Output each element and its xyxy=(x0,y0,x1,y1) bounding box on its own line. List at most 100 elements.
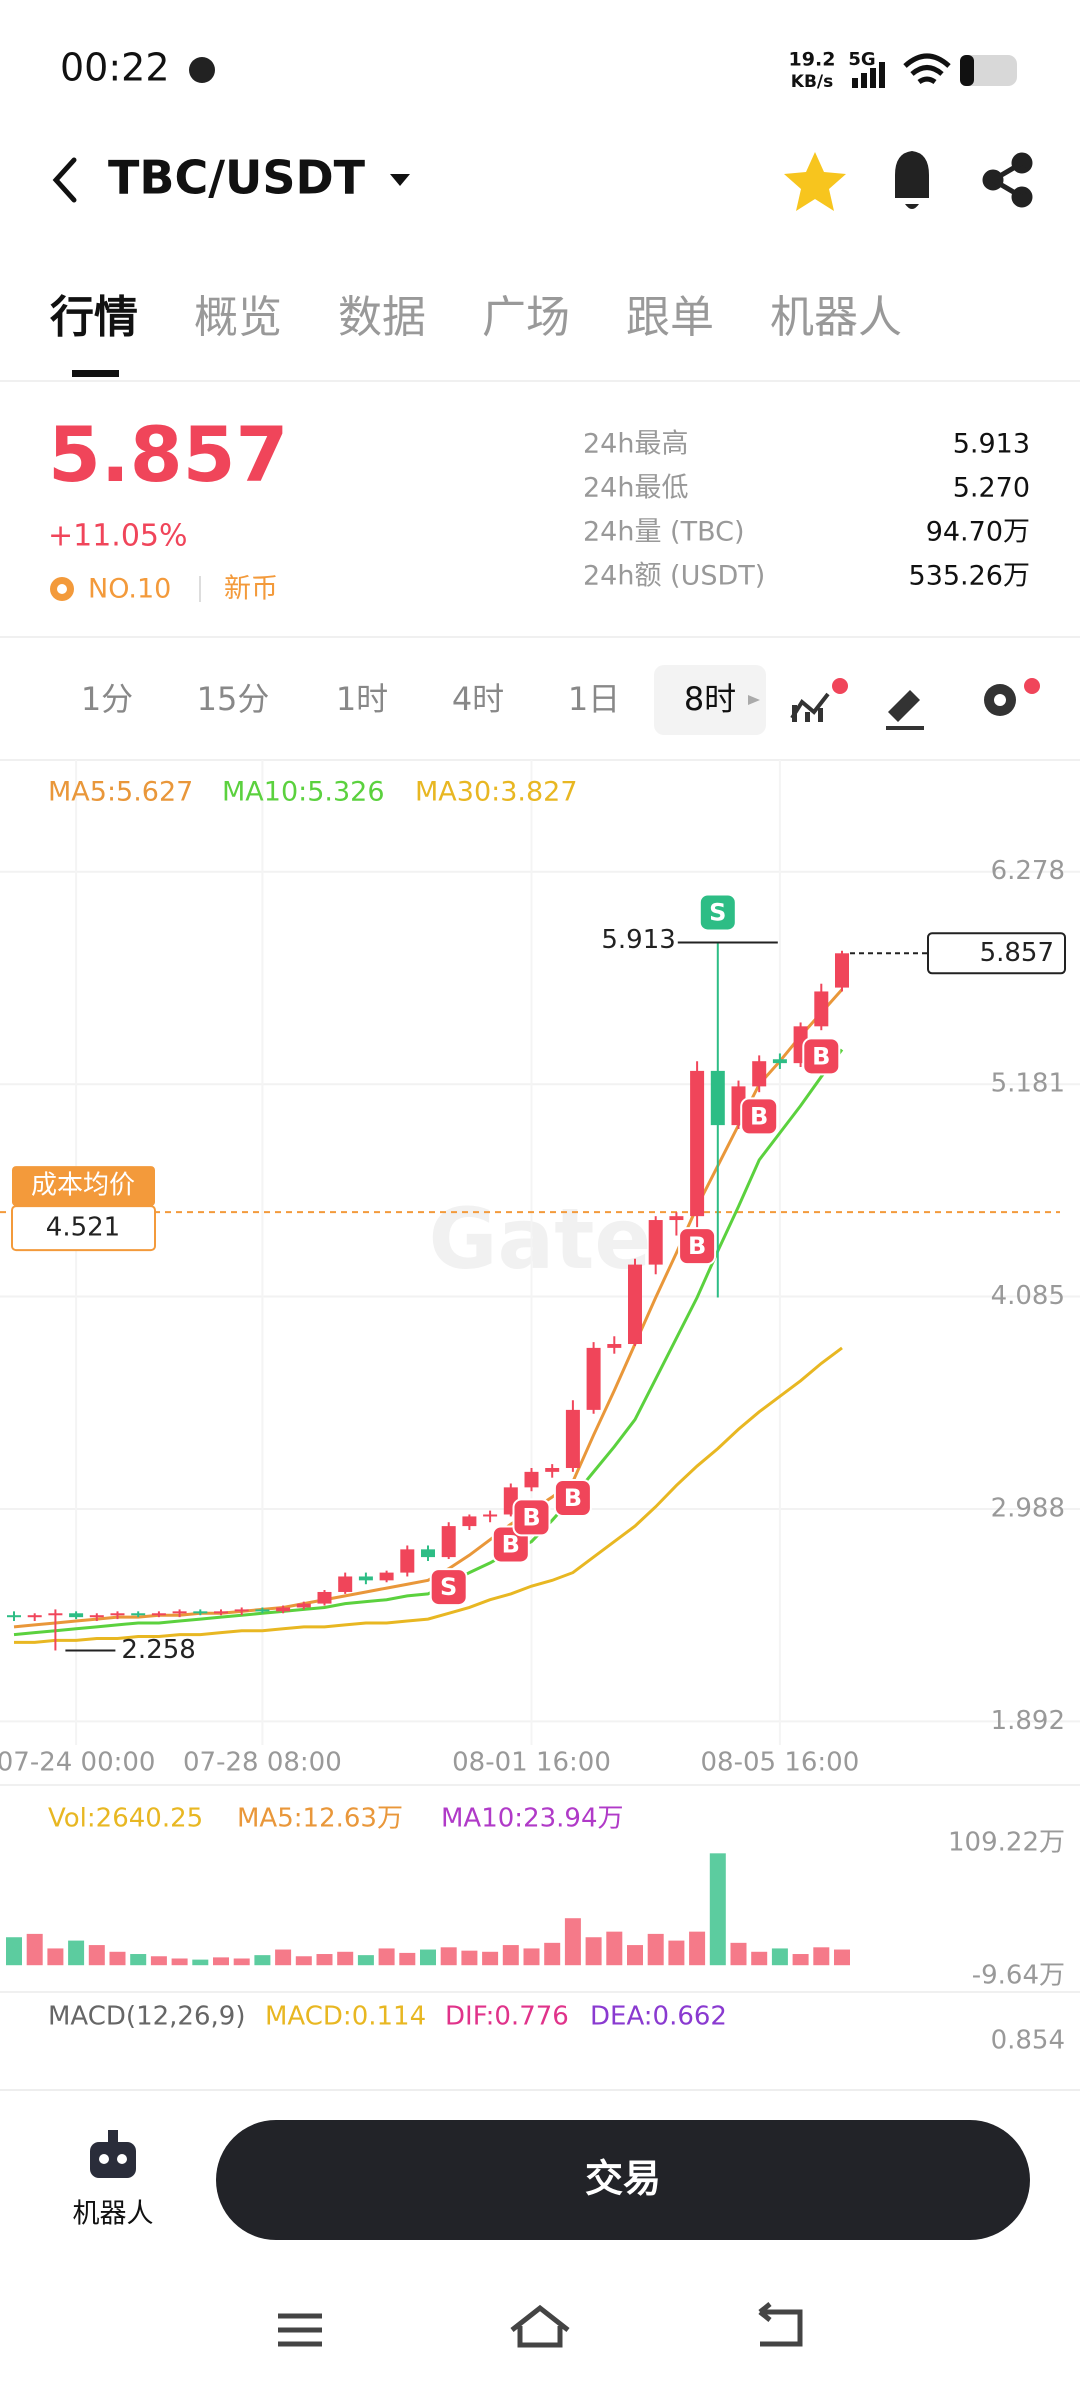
interval[interactable]: 8时 xyxy=(684,680,736,718)
interval[interactable]: 4时 xyxy=(452,680,504,718)
candle-body xyxy=(193,1611,208,1614)
y-tick-label: 2.988 xyxy=(991,1494,1065,1524)
interval[interactable]: 1日 xyxy=(568,680,620,718)
volume-bar xyxy=(544,1942,561,1966)
high-label: 5.913 xyxy=(601,925,675,955)
volume-chart: Vol:2640.25 MA5:12.63万 MA10:23.94万 109.22万 -… xyxy=(6,1804,1065,1991)
pair-dropdown[interactable] xyxy=(390,174,410,186)
volume-bar xyxy=(709,1853,726,1966)
battery xyxy=(960,55,1017,86)
macd-value: MACD:0.114 xyxy=(265,2002,426,2032)
interval-more[interactable] xyxy=(748,695,760,705)
robot-icon[interactable] xyxy=(90,2130,136,2178)
tab[interactable]: 概览 xyxy=(194,292,282,343)
volume-bar xyxy=(130,1954,147,1966)
volume-bar xyxy=(813,1947,830,1966)
qq-icon xyxy=(189,57,215,83)
wifi-icon xyxy=(903,53,951,85)
stat-label: 24h额 (USDT) xyxy=(583,561,765,592)
interval[interactable]: 1分 xyxy=(81,680,133,718)
avg-cost-tag xyxy=(12,1166,155,1207)
last-price-label: 5.857 xyxy=(980,938,1054,968)
trade-marker xyxy=(740,1097,779,1136)
trade-marker-label: B xyxy=(688,1232,706,1260)
macd-tick: 0.854 xyxy=(991,2026,1065,2056)
ma-line xyxy=(13,1048,844,1637)
candle-body xyxy=(752,1061,767,1087)
x-tick-label: 08-05 16:00 xyxy=(701,1748,860,1778)
candle-body xyxy=(835,953,849,988)
avg-cost-label: 成本均价 xyxy=(31,1171,135,1201)
interval[interactable]: 15分 xyxy=(197,680,270,718)
trade-marker xyxy=(429,1568,468,1607)
candle-body xyxy=(338,1576,353,1592)
share-button[interactable] xyxy=(982,152,1033,208)
volume-bar xyxy=(6,1937,22,1966)
status-time: 00:22 xyxy=(60,46,170,90)
volume-bar xyxy=(233,1958,250,1966)
trade-marker xyxy=(698,893,737,932)
price-change: +11.05% xyxy=(48,519,188,554)
volume-bar xyxy=(647,1933,664,1966)
candle-body xyxy=(607,1344,622,1348)
volume-bar xyxy=(88,1945,105,1966)
volume-bar xyxy=(337,1951,354,1966)
settings-button[interactable] xyxy=(984,678,1040,716)
trade-button[interactable] xyxy=(216,2120,1030,2240)
volume-bar xyxy=(192,1959,209,1966)
nav-menu[interactable] xyxy=(278,2313,322,2347)
volume-bar xyxy=(420,1949,436,1966)
trade-marker-label: B xyxy=(750,1102,768,1130)
indicator-button[interactable] xyxy=(790,678,848,722)
tab[interactable]: 广场 xyxy=(482,292,570,343)
stat-value: 5.270 xyxy=(953,473,1030,504)
rank: NO.10 xyxy=(88,574,171,605)
candle-body xyxy=(172,1611,187,1614)
ma-line xyxy=(14,1346,843,1644)
volume-bar xyxy=(792,1954,809,1966)
candle-body xyxy=(669,1216,684,1221)
volume-bar xyxy=(399,1952,416,1966)
macd-dif: DIF:0.776 xyxy=(445,2002,569,2032)
volume-bar xyxy=(564,1918,581,1966)
volume-bar xyxy=(502,1945,519,1966)
candle-body xyxy=(296,1603,311,1608)
favorite-star[interactable] xyxy=(784,152,846,211)
volume-bar xyxy=(771,1948,788,1966)
candle-body xyxy=(483,1514,498,1517)
net-speed: 19.2 xyxy=(789,49,836,71)
trade-marker-label: B xyxy=(502,1530,520,1558)
candle-body xyxy=(586,1347,601,1410)
robot-label[interactable]: 机器人 xyxy=(73,2199,154,2230)
interval[interactable]: 1时 xyxy=(336,680,388,718)
candle-body xyxy=(89,1615,104,1618)
nav-home[interactable] xyxy=(510,2304,570,2348)
x-tick-label: 07-28 08:00 xyxy=(183,1748,342,1778)
candle-body xyxy=(710,1070,725,1126)
trade-marker xyxy=(678,1227,717,1266)
macd-dea: DEA:0.662 xyxy=(590,2002,727,2032)
tab[interactable]: 数据 xyxy=(338,292,426,343)
candle-body xyxy=(545,1467,560,1472)
stat-label: 24h量 (TBC) xyxy=(583,517,745,548)
macd-label: MACD(12,26,9) xyxy=(48,2002,245,2032)
x-tick-label: 07-24 00:00 xyxy=(0,1748,155,1778)
nav-back[interactable] xyxy=(758,2302,803,2347)
volume-bar xyxy=(357,1955,374,1966)
tab[interactable]: 机器人 xyxy=(770,292,902,343)
tab[interactable]: 跟单 xyxy=(626,292,714,343)
pair-title[interactable]: TBC/USDT xyxy=(108,151,366,205)
volume-bar xyxy=(751,1951,768,1966)
candle-body xyxy=(151,1613,166,1616)
candle-body xyxy=(131,1613,146,1616)
draw-button[interactable] xyxy=(886,690,924,730)
alert-bell[interactable] xyxy=(895,151,929,209)
trade-button-label[interactable]: 交易 xyxy=(585,2157,661,2201)
volume-bar xyxy=(150,1956,167,1966)
volume-bar xyxy=(171,1958,188,1966)
last-price: 5.857 xyxy=(48,410,288,499)
tab[interactable]: 行情 xyxy=(50,292,138,343)
back-button[interactable] xyxy=(52,157,77,203)
volume-bar xyxy=(440,1947,457,1966)
